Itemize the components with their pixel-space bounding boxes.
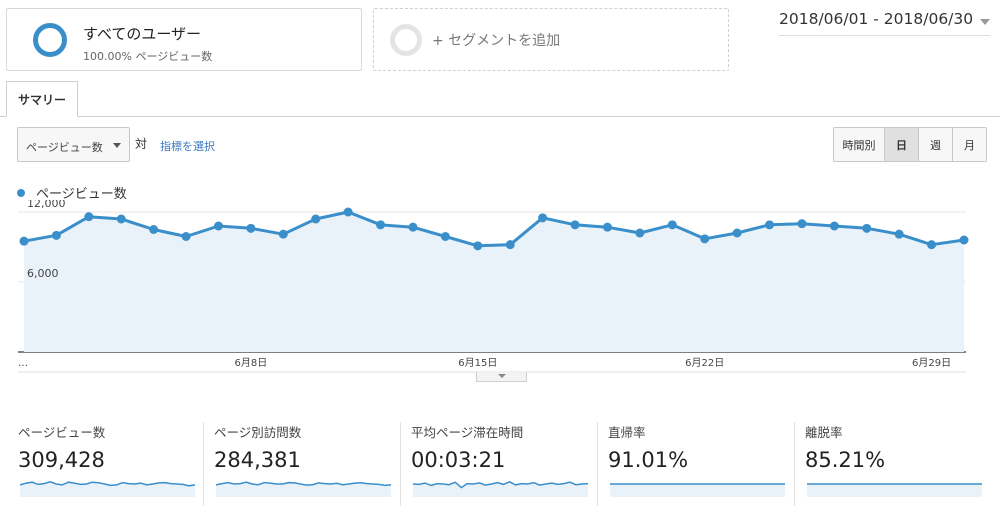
granularity-day-button[interactable]: 日 bbox=[884, 128, 918, 161]
chart-x-tick-label: 6月29日 bbox=[912, 357, 951, 369]
sparkline-line bbox=[216, 481, 391, 487]
scorecard-value: 85.21% bbox=[805, 448, 886, 472]
scorecard-value: 00:03:21 bbox=[411, 448, 506, 472]
scorecard-divider bbox=[597, 422, 598, 506]
chart-data-point[interactable] bbox=[311, 214, 321, 224]
chart-data-point[interactable] bbox=[181, 232, 191, 241]
chart-data-point[interactable] bbox=[343, 207, 353, 217]
scorecard-label: 直帰率 bbox=[608, 425, 646, 440]
choose-metric-link[interactable]: 指標を選択 bbox=[160, 140, 215, 153]
sparkline-area bbox=[216, 482, 391, 497]
chart-data-point[interactable] bbox=[376, 220, 386, 230]
chart-data-point[interactable] bbox=[149, 225, 159, 234]
segment-donut-icon bbox=[33, 23, 67, 57]
chart-data-point[interactable] bbox=[700, 234, 710, 244]
add-segment-label: + セグメントを追加 bbox=[432, 33, 561, 49]
chart-data-point[interactable] bbox=[51, 230, 61, 240]
pageviews-line-chart: 12,000 6,000 … 6月8日 6月15日 6月22日 6月29日 bbox=[18, 200, 969, 373]
granularity-month-button[interactable]: 月 bbox=[952, 128, 986, 161]
scorecard-avg-time-on-page[interactable]: 平均ページ滞在時間 00:03:21 bbox=[411, 418, 601, 508]
empty-segment-icon bbox=[390, 24, 422, 56]
scorecard-bounce-rate[interactable]: 直帰率 91.01% bbox=[608, 418, 798, 508]
chart-data-point[interactable] bbox=[829, 221, 839, 231]
chart-y-tick-label: 6,000 bbox=[27, 267, 59, 280]
chart-data-point[interactable] bbox=[765, 220, 775, 230]
scorecard-divider bbox=[400, 422, 401, 506]
chart-resize-handle[interactable] bbox=[476, 372, 527, 382]
segment-subtitle: 100.00% ページビュー数 bbox=[83, 50, 213, 63]
scorecard-sparkline bbox=[413, 480, 588, 497]
chart-data-point[interactable] bbox=[440, 232, 450, 241]
scorecard-value: 91.01% bbox=[608, 448, 689, 472]
chart-data-point[interactable] bbox=[19, 236, 29, 246]
chart-data-point[interactable] bbox=[602, 222, 612, 232]
scorecard-exit-rate[interactable]: 離脱率 85.21% bbox=[805, 418, 995, 508]
segment-card-all-users[interactable]: すべてのユーザー 100.00% ページビュー数 bbox=[6, 8, 362, 71]
scorecard-label: ページ別訪問数 bbox=[214, 425, 302, 440]
scorecard-value: 309,428 bbox=[18, 448, 105, 472]
chart-data-point[interactable] bbox=[116, 214, 126, 224]
segment-name: すべてのユーザー bbox=[83, 25, 202, 43]
chart-y-tick-label: 12,000 bbox=[27, 200, 66, 210]
scorecard-sparkline bbox=[610, 483, 785, 497]
chart-data-point[interactable] bbox=[473, 241, 483, 251]
chart-data-point[interactable] bbox=[570, 220, 580, 230]
scorecard-sparkline bbox=[216, 481, 391, 497]
tab-summary[interactable]: サマリー bbox=[6, 81, 78, 117]
sparkline-area bbox=[807, 484, 982, 497]
scorecard-value: 284,381 bbox=[214, 448, 301, 472]
scorecard-label: ページビュー数 bbox=[18, 425, 106, 440]
chart-x-tick-label: 6月8日 bbox=[235, 357, 268, 369]
chart-data-point[interactable] bbox=[927, 240, 937, 250]
chart-series-line bbox=[23, 210, 965, 248]
versus-label: 対 bbox=[135, 137, 148, 151]
chart-data-point[interactable] bbox=[635, 228, 645, 238]
chart-data-point[interactable] bbox=[862, 223, 872, 233]
chart-data-point[interactable] bbox=[797, 219, 807, 229]
chevron-down-icon bbox=[980, 19, 990, 25]
scorecard-sparkline bbox=[807, 483, 982, 497]
scorecard-row: ページビュー数 309,428 ページ別訪問数 284,381 平均ページ滞在時… bbox=[0, 418, 1000, 508]
scorecard-unique-pageviews[interactable]: ページ別訪問数 284,381 bbox=[214, 418, 404, 508]
chart-legend: ページビュー数 bbox=[17, 183, 127, 202]
chart-data-point[interactable] bbox=[505, 240, 515, 250]
granularity-toggle: 時間別 日 週 月 bbox=[833, 127, 987, 162]
chart-data-point[interactable] bbox=[732, 228, 742, 238]
chart-x-tick-label: … bbox=[18, 358, 28, 369]
granularity-hourly-button[interactable]: 時間別 bbox=[834, 128, 884, 161]
scorecard-label: 離脱率 bbox=[805, 425, 843, 440]
date-range-picker[interactable]: 2018/06/01 - 2018/06/30 bbox=[779, 10, 990, 36]
scorecard-divider bbox=[203, 422, 204, 506]
legend-dot-icon bbox=[17, 188, 25, 197]
scorecard-sparkline bbox=[20, 481, 195, 497]
sparkline-area bbox=[413, 481, 588, 497]
chart-area-fill bbox=[24, 212, 964, 352]
granularity-week-button[interactable]: 週 bbox=[918, 128, 952, 161]
sparkline-line bbox=[413, 480, 588, 489]
chart-data-point[interactable] bbox=[894, 229, 904, 239]
chart-data-point[interactable] bbox=[84, 212, 94, 222]
chart-x-tick-label: 6月22日 bbox=[685, 357, 724, 369]
chart-data-point[interactable] bbox=[408, 222, 418, 232]
add-segment-button[interactable]: + セグメントを追加 bbox=[373, 8, 729, 71]
chart-data-point[interactable] bbox=[538, 213, 548, 223]
date-range-label: 2018/06/01 - 2018/06/30 bbox=[779, 10, 974, 28]
scorecard-label: 平均ページ滞在時間 bbox=[411, 425, 524, 440]
tab-divider bbox=[0, 116, 1000, 117]
chart-data-point[interactable] bbox=[667, 220, 677, 230]
sparkline-area bbox=[610, 484, 785, 497]
chart-data-point[interactable] bbox=[278, 229, 288, 239]
sparkline-line bbox=[20, 481, 195, 487]
chart-data-point[interactable] bbox=[213, 221, 223, 231]
chart-x-tick-label: 6月15日 bbox=[458, 357, 497, 369]
sparkline-area bbox=[20, 481, 195, 497]
scorecard-divider bbox=[794, 422, 795, 506]
chart-data-point[interactable] bbox=[959, 235, 969, 245]
chevron-down-icon bbox=[113, 143, 121, 148]
metric-select[interactable]: ページビュー数 bbox=[17, 127, 130, 162]
scorecard-pageviews[interactable]: ページビュー数 309,428 bbox=[18, 418, 208, 508]
metric-select-label: ページビュー数 bbox=[26, 141, 103, 154]
legend-label: ページビュー数 bbox=[36, 187, 127, 202]
chart-data-point[interactable] bbox=[246, 223, 256, 233]
